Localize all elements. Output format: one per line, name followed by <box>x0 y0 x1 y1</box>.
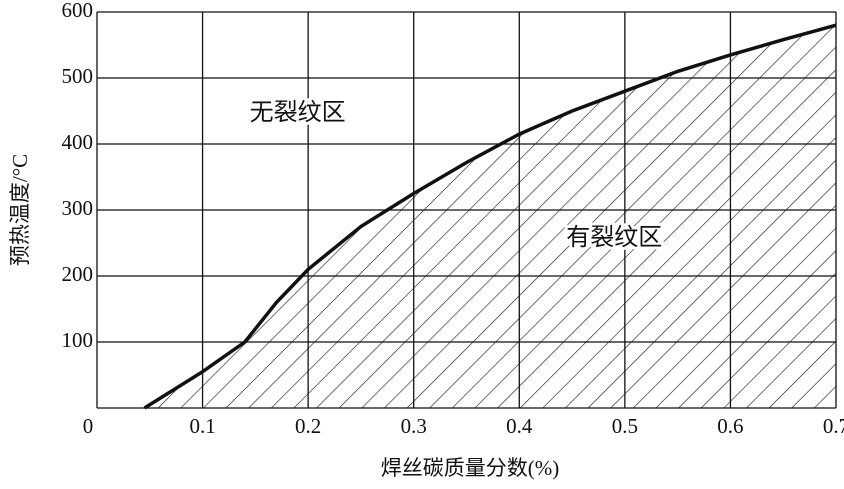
y-tick-label: 300 <box>62 196 94 220</box>
x-tick-label: 0 <box>83 414 94 438</box>
x-axis-label: 焊丝碳质量分数(%) <box>381 456 559 480</box>
hatched-area <box>144 25 836 408</box>
x-tick-label: 0.7 <box>823 414 844 438</box>
x-tick-label: 0.5 <box>612 414 638 438</box>
y-tick-label: 500 <box>62 64 94 88</box>
x-tick-label: 0.6 <box>717 414 743 438</box>
y-tick-label: 400 <box>62 130 94 154</box>
y-tick-label: 100 <box>62 328 94 352</box>
y-axis-label: 预热温度/°C <box>8 154 32 266</box>
x-tick-label: 0.3 <box>401 414 427 438</box>
line <box>143 23 837 410</box>
annotation: 无裂纹区 <box>250 99 346 126</box>
x-tick-label: 0.1 <box>189 414 215 438</box>
x-tick-label: 0.2 <box>295 414 321 438</box>
y-tick-label: 200 <box>62 262 94 286</box>
annotation: 有裂纹区 <box>566 224 662 251</box>
x-tick-label: 0.4 <box>506 414 533 438</box>
y-tick-label: 600 <box>62 0 94 22</box>
